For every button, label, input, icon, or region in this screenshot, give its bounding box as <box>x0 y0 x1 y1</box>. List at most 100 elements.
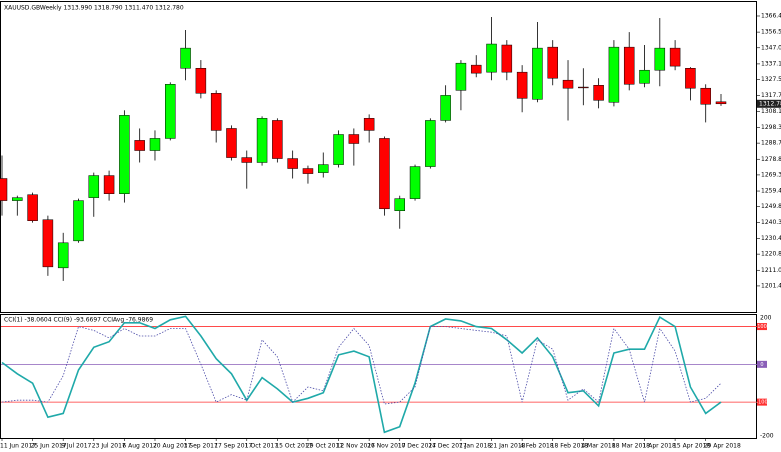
candle-body <box>669 47 681 67</box>
y-tick-label: 0 <box>760 362 763 368</box>
x-tick-label: 20 Aug 2017 <box>153 443 192 450</box>
candle-body <box>287 158 298 169</box>
y-tick-label: -100 <box>756 400 767 406</box>
x-tick-label: 23 Jul 2017 <box>92 443 126 450</box>
level-label-box <box>757 360 767 368</box>
y-tick-label: 1278.870 <box>761 156 781 163</box>
y-tick-label: 1230.440 <box>761 235 781 242</box>
candle-body <box>165 84 176 139</box>
y-tick-label: 1240.300 <box>761 219 781 226</box>
candle-body <box>608 46 620 103</box>
candle-body <box>593 85 604 101</box>
x-tick-label: 4 Mar 2018 <box>581 443 615 450</box>
x-tick-label: 1 Apr 2018 <box>643 443 676 450</box>
x-tick-label: 18 Mar 2018 <box>612 443 650 450</box>
candle-body <box>73 200 84 242</box>
candle-body <box>272 120 283 159</box>
main-panel-frame <box>0 1 757 313</box>
x-tick-label: 7 Jan 2018 <box>459 443 491 450</box>
y-tick-label: 1317.750 <box>761 92 781 99</box>
x-tick-label: 26 Nov 2017 <box>367 443 406 450</box>
candle-body <box>318 164 329 173</box>
candle-body <box>348 134 360 144</box>
candle-body <box>562 79 574 89</box>
x-tick-label: 29 Oct 2017 <box>306 443 343 450</box>
y-tick-label: 1337.160 <box>761 60 781 67</box>
candle-body <box>623 46 635 85</box>
indicator-edge-label: -200 <box>760 433 774 440</box>
x-tick-label: 6 Aug 2017 <box>122 443 157 450</box>
current-price-label: 1312.780 <box>759 100 781 107</box>
candle-body <box>578 86 589 89</box>
y-tick-label: 1308.160 <box>761 108 781 115</box>
x-tick-label: 12 Nov 2017 <box>337 443 376 450</box>
indicator-title: CCI(1) -38.0604 CCI(9) -93.6697 CCIAvg -… <box>4 317 153 324</box>
candle-body <box>700 87 711 105</box>
candle-body <box>12 197 23 201</box>
candle-body <box>210 93 222 131</box>
level-label-box <box>757 323 767 331</box>
candle-body <box>88 175 100 198</box>
candle-body <box>409 166 421 199</box>
candle-body <box>379 138 390 210</box>
candle-body <box>639 69 650 84</box>
x-tick-label: 4 Feb 2018 <box>520 443 554 450</box>
candle-body <box>547 46 558 79</box>
candle-body <box>256 118 268 163</box>
candle-body <box>134 140 145 151</box>
indicator-line <box>1 326 722 405</box>
y-tick-label: 1347.020 <box>761 44 781 51</box>
candle-body <box>180 47 191 69</box>
y-tick-label: 1220.870 <box>761 251 781 258</box>
x-tick-label: 15 Apr 2018 <box>673 443 710 450</box>
candle-body <box>654 47 666 71</box>
x-tick-label: 3 Sep 2017 <box>184 443 218 450</box>
indicator-line <box>1 315 722 434</box>
x-tick-label: 21 Jan 2018 <box>490 443 526 450</box>
candle-body <box>195 68 207 94</box>
x-tick-label: 18 Feb 2018 <box>551 443 589 450</box>
candle-body <box>455 62 467 91</box>
candle-body <box>241 157 253 163</box>
x-tick-label: 29 Apr 2018 <box>704 443 741 450</box>
y-tick-label: 1356.590 <box>761 29 781 36</box>
y-tick-label: 1327.590 <box>761 76 781 83</box>
y-tick-label: 1249.870 <box>761 203 781 210</box>
y-tick-label: 1298.300 <box>761 124 781 131</box>
candle-body <box>501 44 513 73</box>
y-tick-label: 100 <box>757 324 767 330</box>
candle-body <box>440 95 451 121</box>
candle-body <box>57 242 69 269</box>
candle-body <box>425 120 436 167</box>
indicator-edge-label: 200 <box>760 315 772 322</box>
y-tick-label: 1211.010 <box>761 267 781 274</box>
candle-body <box>42 219 54 268</box>
x-tick-label: 10 Dec 2017 <box>398 443 437 450</box>
x-tick-label: 24 Dec 2017 <box>428 443 467 450</box>
candle-body <box>394 198 405 211</box>
candle-body <box>715 101 727 105</box>
x-tick-label: 15 Oct 2017 <box>275 443 312 450</box>
x-tick-label: 1 Oct 2017 <box>245 443 278 450</box>
candle-body <box>226 128 237 158</box>
y-tick-label: 1269.300 <box>761 171 781 178</box>
current-price-box <box>757 99 781 108</box>
candle-body <box>486 43 497 73</box>
candle-body <box>363 118 375 131</box>
y-tick-label: 1201.440 <box>761 282 781 289</box>
candle-body <box>119 115 130 194</box>
y-tick-label: 1259.440 <box>761 188 781 195</box>
candle-body <box>0 178 8 201</box>
indicator-panel-frame <box>0 314 757 439</box>
x-tick-label: 25 Jun 2017 <box>31 443 67 450</box>
x-tick-label: 17 Sep 2017 <box>214 443 252 450</box>
chart-title: XAUUSD.GBWeekly 1313.990 1318.790 1311.4… <box>4 5 184 12</box>
candle-body <box>103 175 115 194</box>
candle-body <box>333 134 344 165</box>
candle-body <box>149 138 161 151</box>
candle-body <box>516 71 528 99</box>
x-tick-label: 11 Jun 2017 <box>0 443 36 450</box>
y-tick-label: 1366.450 <box>761 12 781 19</box>
